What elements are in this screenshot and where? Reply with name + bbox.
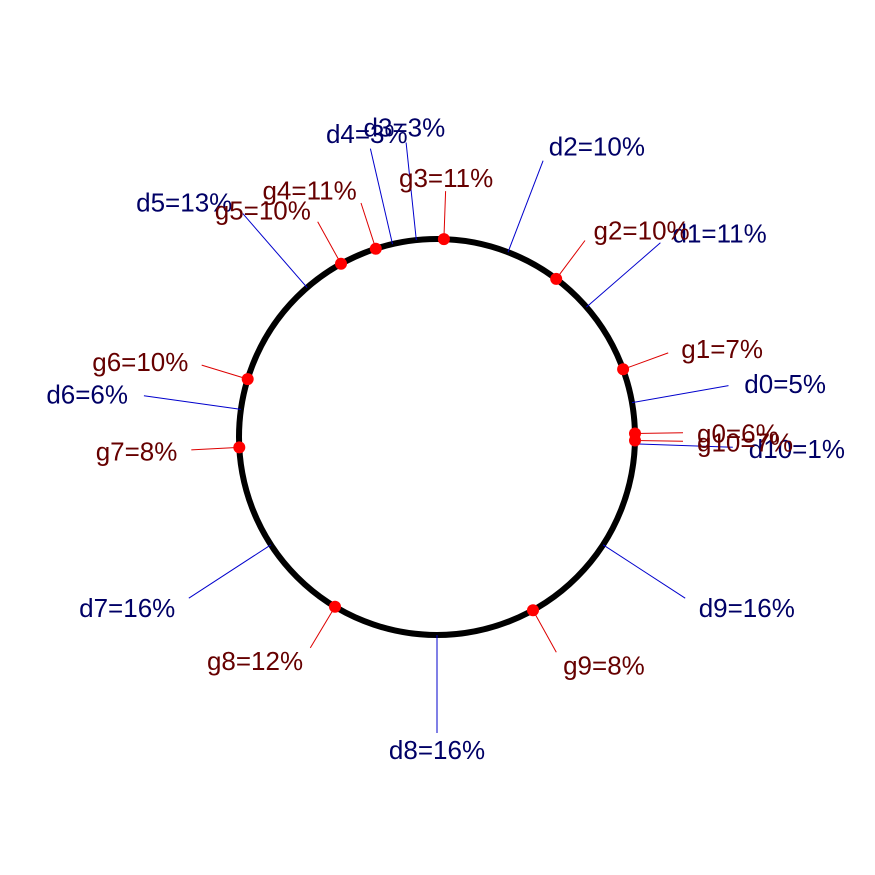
g-data-label: g3=11% [399, 163, 493, 193]
g-data-label: g9=8% [563, 650, 645, 680]
g-point-marker [329, 600, 341, 613]
g-leader-line [309, 606, 336, 649]
g-data-label: g1=7% [681, 334, 763, 364]
g-leader-line [191, 446, 240, 451]
d-leader-line [369, 148, 393, 245]
g-leader-line [555, 240, 586, 280]
g-point-marker [550, 272, 563, 285]
g-data-label: g6=10% [92, 347, 188, 377]
g-data-label: g7=8% [96, 437, 178, 467]
g-leader-line [634, 432, 684, 434]
d-data-label: d7=16% [79, 593, 175, 623]
g-leader-line [201, 364, 248, 380]
g-point-marker [241, 373, 254, 386]
g-data-label: g0=6% [697, 419, 779, 449]
d-data-label: d0=5% [744, 369, 826, 399]
g-point-marker [437, 233, 450, 246]
g-leader-line [622, 352, 669, 370]
g-data-label: g2=10% [594, 215, 690, 245]
d-leader-line [507, 160, 544, 253]
leader-lines [143, 142, 733, 733]
d-data-label: d8=16% [389, 735, 485, 765]
g-leader-line [532, 609, 557, 653]
g-data-label: g4=11% [262, 176, 356, 206]
d-data-label: d6=6% [46, 380, 128, 410]
d-data-label: d10=1% [749, 434, 845, 464]
g-leader-line [360, 202, 377, 249]
d-leader-line [586, 242, 661, 308]
d-leader-line [188, 544, 272, 599]
g-data-label: g8=12% [207, 646, 303, 676]
d-data-label: d2=10% [549, 132, 645, 162]
g-point-marker [629, 434, 641, 447]
d-data-label: d1=11% [673, 218, 767, 248]
d-leader-line [405, 142, 417, 241]
g-data-label: g5=10% [215, 196, 311, 226]
d-data-label: d9=16% [699, 593, 795, 623]
g-point-marker [335, 257, 347, 270]
main-circle [236, 236, 638, 638]
g-leader-line [443, 191, 447, 240]
g-data-label: g10=7% [697, 428, 793, 458]
point-markers [233, 233, 641, 617]
d-data-label: d4=3% [326, 119, 408, 149]
g-point-marker [617, 363, 630, 376]
d-data-label: d3=3% [364, 113, 446, 143]
data-labels: d0=5% d1=11% d2=10% d3=3%d4=3% d5=13% d6=6% d7… [46, 113, 845, 765]
g-point-marker [233, 441, 246, 454]
d-leader-line [143, 395, 241, 410]
d-leader-line [242, 213, 308, 288]
g-point-marker [369, 242, 382, 255]
d-data-label: d5=13% [136, 188, 232, 218]
g-leader-line [634, 440, 684, 442]
g-leader-line [317, 221, 342, 265]
d-leader-line [631, 385, 729, 404]
d-leader-line [602, 544, 686, 599]
g-point-marker [527, 604, 539, 617]
d-leader-line [634, 443, 733, 448]
